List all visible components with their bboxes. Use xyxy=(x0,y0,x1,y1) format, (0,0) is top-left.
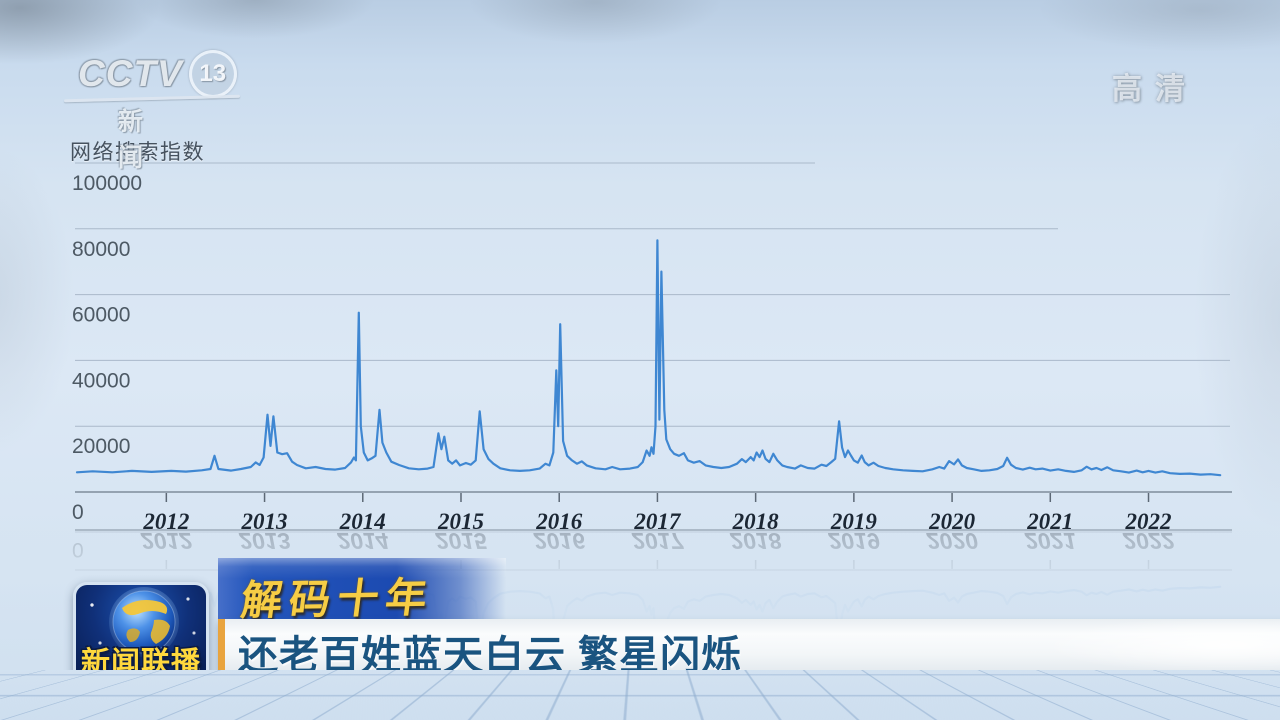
headline-banner: 还老百姓蓝天白云 繁星闪烁 xyxy=(218,619,1280,672)
x-axis-label: 2020 xyxy=(928,509,976,531)
x-axis-label: 2018 xyxy=(732,509,780,531)
y-axis-label: 100000 xyxy=(72,172,142,195)
x-axis-label: 2016 xyxy=(535,509,583,531)
search-index-chart: 网络搜索指数 0 20000 40000 60000 80000 100000 2012 20… xyxy=(0,130,1280,531)
hd-badge: 高清 xyxy=(1112,64,1198,108)
x-axis-label: 2021 xyxy=(1026,509,1073,531)
x-axis-label: 2015 xyxy=(437,509,484,531)
x-axis-label: 2014 xyxy=(339,509,386,531)
y-axis-label: 60000 xyxy=(72,304,130,327)
y-axis-label: 40000 xyxy=(72,369,130,392)
y-axis-label: 80000 xyxy=(72,238,130,261)
y-axis-label: 0 xyxy=(72,501,84,524)
cctv-channel-watermark: CCTV 13 新 闻 xyxy=(78,50,237,98)
tag-banner-text: 解码十年 xyxy=(238,563,438,626)
tv-frame: 网络搜索指数 0 20000 40000 60000 80000 100000 2012 20… xyxy=(0,0,1280,720)
y-axis-label: 20000 xyxy=(72,435,130,458)
program-logo: 新闻联播 XINWEN LIANBO xyxy=(73,582,209,689)
headline-text: 还老百姓蓝天白云 繁星闪烁 xyxy=(238,623,742,681)
series-line xyxy=(77,240,1220,475)
x-axis-label: 2013 xyxy=(241,509,288,531)
x-axis-label: 2012 xyxy=(142,509,189,531)
channel-number-badge: 13 xyxy=(189,50,237,98)
cctv-logo-icon: CCTV xyxy=(78,53,183,95)
chart-plot: 0 20000 40000 60000 80000 100000 2012 2013 2014 2… xyxy=(0,130,1280,536)
x-axis-label: 2017 xyxy=(633,509,682,531)
tag-banner: 解码十年 xyxy=(218,558,506,619)
x-axis-label: 2019 xyxy=(830,509,878,531)
channel-name-label: 新 闻 xyxy=(118,102,237,174)
x-axis-label: 2022 xyxy=(1125,509,1172,531)
program-logo-subtitle: XINWEN LIANBO xyxy=(76,669,206,684)
